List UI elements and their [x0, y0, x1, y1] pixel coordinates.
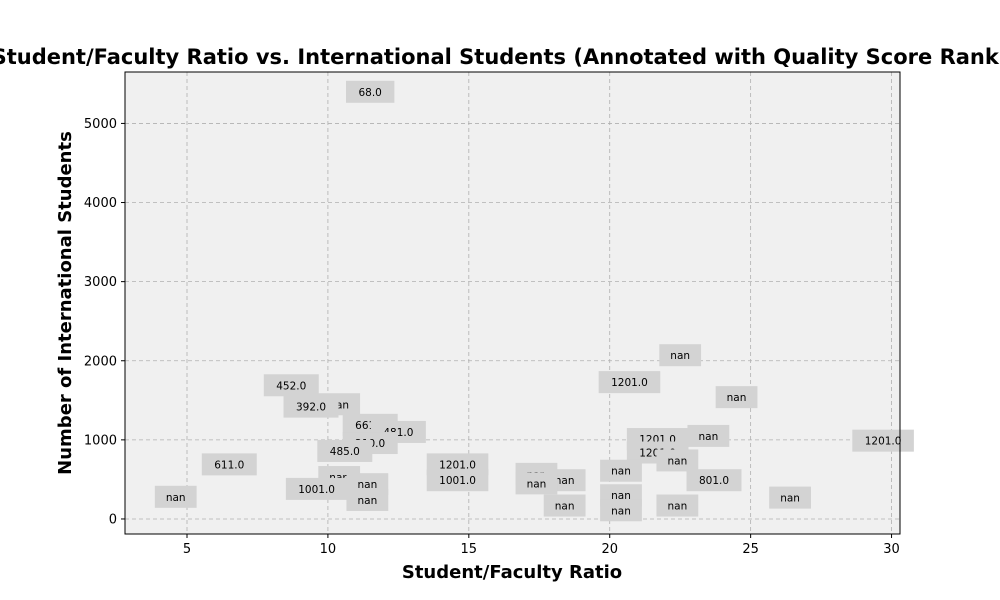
x-tick-label: 30	[883, 542, 900, 557]
annotation-box	[852, 429, 914, 452]
annotation-box	[600, 459, 642, 482]
y-tick-label: 2000	[84, 354, 117, 369]
annotation-label: 452.0	[276, 380, 306, 392]
annotation-label: 1201.0	[611, 377, 648, 389]
data-point-annotation: nan	[769, 486, 811, 509]
annotation-box	[656, 449, 699, 472]
grid	[125, 72, 900, 534]
data-point-annotation: nan	[656, 449, 699, 472]
annotation-box	[600, 499, 642, 522]
data-point-annotation: 392.0	[283, 395, 339, 418]
annotation-label: 1001.0	[439, 475, 476, 487]
plot-frame	[124, 71, 901, 535]
annotation-label: nan	[555, 501, 575, 513]
annotation-label: nan	[667, 455, 687, 467]
annotation-box	[285, 477, 348, 500]
data-point-annotation: 1201.0	[598, 371, 661, 394]
data-point-annotation: 485.0	[317, 439, 373, 462]
y-axis-label: Number of International Students	[55, 131, 76, 475]
data-point-annotation: 452.0	[263, 374, 319, 397]
annotation-label: 611.0	[214, 459, 244, 471]
annotation-label: 392.0	[296, 402, 326, 414]
annotation-label: nan	[667, 501, 687, 513]
x-tick-label: 10	[320, 542, 337, 557]
data-point-annotation: nan	[687, 424, 730, 447]
data-point-annotation: nan	[659, 344, 702, 367]
annotation-label: nan	[727, 392, 747, 404]
annotation-label: nan	[670, 350, 690, 362]
annotation-label: nan	[611, 505, 631, 517]
x-tick-label: 5	[183, 542, 191, 557]
annotation-box	[659, 344, 702, 367]
x-tick-label: 15	[461, 542, 478, 557]
annotation-label: nan	[780, 493, 800, 505]
annotation-box	[598, 371, 661, 394]
data-point-annotation: nan	[515, 472, 558, 495]
annotation-label: nan	[527, 478, 547, 490]
annotation-label: 1201.0	[865, 436, 902, 448]
data-point-annotation: nan	[600, 499, 642, 522]
axis-ticks: 5 10 15 20 25 30 0 1000 2000 3000 4000 5000	[84, 117, 900, 557]
annotation-label: 1201.0	[439, 459, 476, 471]
chart-title: Student/Faculty Ratio vs. International …	[0, 45, 1000, 69]
data-point-annotation: nan	[346, 488, 389, 511]
annotation-label: nan	[357, 479, 377, 491]
data-point-annotation: 1001.0	[285, 477, 348, 500]
annotation-box	[543, 494, 586, 517]
annotation-label: nan	[357, 495, 377, 507]
annotation-box	[426, 469, 489, 492]
x-tick-label: 20	[601, 542, 618, 557]
annotation-box	[154, 485, 197, 508]
annotation-label: 68.0	[358, 87, 381, 99]
annotation-box	[769, 486, 811, 509]
annotation-label: 801.0	[699, 475, 729, 487]
annotation-label: nan	[555, 475, 575, 487]
data-point-annotation: 801.0	[686, 469, 742, 492]
annotation-box	[317, 439, 373, 462]
annotation-box	[515, 472, 558, 495]
data-point-annotation: nan	[600, 459, 642, 482]
data-point-annotation: 611.0	[201, 453, 257, 476]
annotation-label: nan	[166, 492, 186, 504]
x-tick-label: 25	[742, 542, 759, 557]
annotation-box	[346, 488, 389, 511]
annotation-box	[687, 424, 730, 447]
annotation-box	[283, 395, 339, 418]
annotation-label: 1001.0	[298, 484, 335, 496]
data-point-annotation: 1001.0	[426, 469, 489, 492]
y-tick-label: 1000	[84, 433, 117, 448]
annotation-box	[656, 494, 699, 517]
annotation-box	[345, 80, 395, 103]
annotation-box	[263, 374, 319, 397]
annotation-label: nan	[611, 466, 631, 478]
annotation-label: nan	[611, 490, 631, 502]
annotation-label: nan	[698, 431, 718, 443]
data-point-annotation: 1201.0	[852, 429, 914, 452]
x-axis-label: Student/Faculty Ratio	[402, 562, 622, 583]
data-point-annotation: 68.0	[345, 80, 395, 103]
y-tick-label: 4000	[84, 196, 117, 211]
data-point-annotation: nan	[543, 494, 586, 517]
data-point-annotation: nan	[715, 386, 758, 409]
annotation-box	[715, 386, 758, 409]
data-point-annotation: nan	[154, 485, 197, 508]
y-tick-label: 3000	[84, 275, 117, 290]
y-tick-label: 0	[109, 512, 117, 527]
annotation-box	[686, 469, 742, 492]
annotation-box	[201, 453, 257, 476]
y-tick-label: 5000	[84, 117, 117, 132]
data-point-annotation: nan	[656, 494, 699, 517]
annotation-label: 485.0	[330, 446, 360, 458]
